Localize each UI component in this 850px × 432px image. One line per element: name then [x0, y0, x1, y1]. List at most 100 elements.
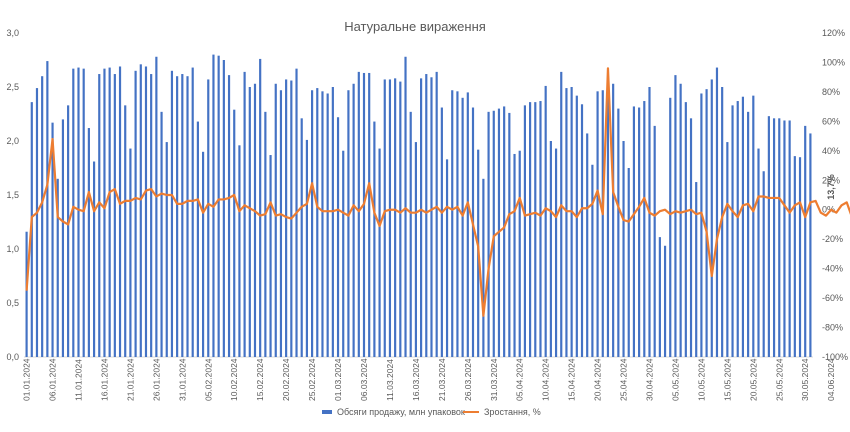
- bar: [201, 151, 205, 357]
- bar: [783, 120, 786, 357]
- bar: [570, 87, 573, 357]
- bar: [238, 145, 241, 357]
- bar: [264, 111, 267, 357]
- bar: [425, 74, 428, 357]
- bar: [139, 64, 142, 357]
- x-tick-label: 31.03.2024: [489, 358, 499, 401]
- bar: [705, 89, 708, 357]
- bar: [25, 231, 28, 357]
- bar: [580, 104, 584, 357]
- x-tick-label: 01.03.2024: [333, 358, 343, 401]
- bar: [113, 74, 116, 357]
- bar: [269, 155, 272, 357]
- bar: [331, 87, 334, 357]
- bar: [279, 90, 283, 358]
- y-right-tick-label: 120%: [822, 28, 845, 38]
- growth-line: [25, 67, 850, 317]
- bar: [77, 67, 80, 357]
- x-tick-label: 20.05.2024: [748, 358, 758, 401]
- y-left-tick-label: 0,0: [6, 352, 19, 362]
- bar: [772, 118, 776, 357]
- y-right-tick-label: -20%: [822, 234, 843, 244]
- x-tick-label: 10.05.2024: [696, 358, 706, 401]
- bar: [466, 92, 469, 358]
- bar: [778, 118, 781, 357]
- x-tick-label: 25.02.2024: [307, 358, 317, 401]
- legend-label-bars: Обсяги продажу, млн упаковок: [337, 407, 465, 417]
- bar: [596, 91, 599, 357]
- bar: [643, 101, 646, 357]
- bar: [752, 95, 755, 357]
- x-tick-label: 21.03.2024: [437, 358, 447, 401]
- bar: [456, 91, 459, 357]
- bar: [233, 109, 236, 358]
- bar: [41, 76, 44, 357]
- legend-swatch-bars: [322, 410, 332, 414]
- bar: [35, 88, 39, 357]
- bar: [191, 67, 194, 357]
- bar: [321, 91, 324, 357]
- bar: [591, 164, 594, 357]
- bar: [207, 79, 210, 357]
- bar: [92, 161, 96, 357]
- x-tick-label: 11.01.2024: [74, 359, 84, 401]
- bar: [757, 148, 760, 357]
- bar: [741, 96, 745, 357]
- bar: [674, 75, 677, 358]
- bar: [388, 79, 392, 357]
- bar: [72, 68, 75, 357]
- x-tick-label: 10.04.2024: [541, 358, 551, 401]
- bar: [124, 105, 127, 357]
- bar: [87, 128, 90, 357]
- bar: [357, 71, 360, 357]
- bar: [586, 133, 589, 357]
- bar: [46, 61, 49, 357]
- bar: [575, 95, 578, 357]
- bar: [311, 90, 314, 358]
- bar: [378, 148, 381, 357]
- bar: [103, 68, 106, 357]
- x-tick-label: 26.03.2024: [463, 358, 473, 401]
- bar: [726, 142, 729, 357]
- bar: [300, 118, 303, 357]
- legend: Обсяги продажу, млн упаковок Зростання, …: [322, 407, 541, 417]
- bar: [259, 58, 262, 358]
- y-right-tick-label: -100%: [822, 352, 848, 362]
- y-right-tick-label: 40%: [822, 146, 840, 156]
- bar: [196, 121, 199, 357]
- bar: [503, 106, 506, 357]
- bar: [430, 77, 433, 357]
- bar: [342, 150, 345, 357]
- y-left-tick-label: 2,0: [6, 136, 19, 146]
- bar: [217, 55, 220, 358]
- y-right-tick-label: 80%: [822, 87, 840, 97]
- x-tick-label: 11.03.2024: [385, 359, 395, 401]
- bar: [82, 68, 85, 357]
- bar: [679, 83, 682, 357]
- bar: [669, 97, 672, 358]
- bar: [56, 178, 59, 357]
- bar: [186, 76, 189, 357]
- bar: [554, 148, 558, 357]
- y-left-tick-label: 1,0: [6, 244, 19, 254]
- y-left-tick-label: 0,5: [6, 298, 19, 308]
- y-right-tick-label: 20%: [822, 175, 840, 185]
- bar: [108, 67, 111, 357]
- x-tick-label: 21.01.2024: [125, 358, 135, 401]
- bar: [347, 90, 350, 358]
- x-tick-label: 05.05.2024: [670, 358, 680, 401]
- bar: [482, 178, 485, 357]
- bar: [658, 237, 661, 357]
- bar: [420, 78, 423, 358]
- bar: [736, 101, 739, 357]
- x-tick-label: 25.05.2024: [774, 358, 784, 401]
- bar: [248, 87, 251, 357]
- y-right-tick-label: 100%: [822, 57, 845, 67]
- bar: [373, 121, 376, 357]
- bar: [227, 75, 231, 358]
- bar: [176, 76, 179, 357]
- bar: [305, 139, 308, 357]
- bar: [622, 141, 625, 357]
